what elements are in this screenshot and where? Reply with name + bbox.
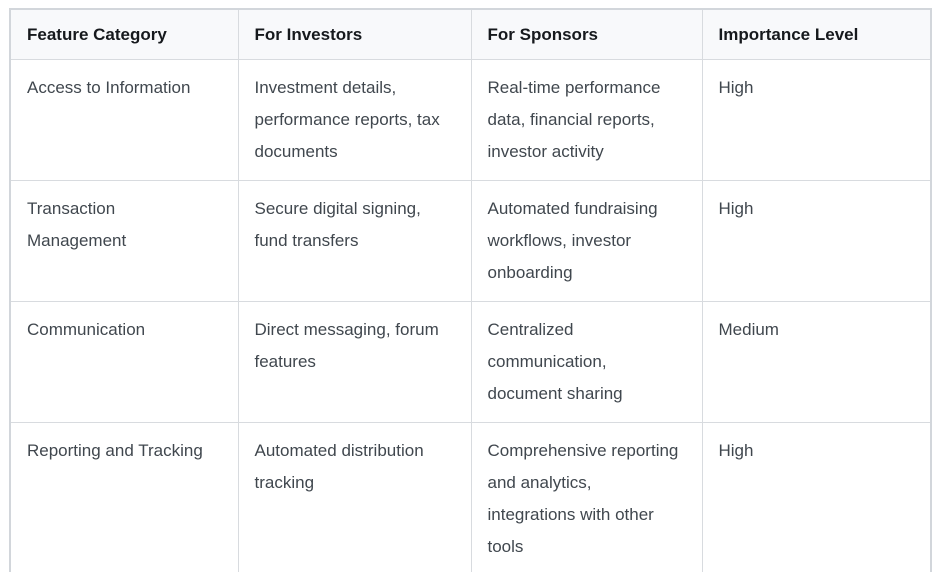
column-header-importance-level: Importance Level: [701, 8, 932, 60]
cell-for-investors: Investment details, performance reports,…: [237, 59, 472, 181]
column-header-for-investors: For Investors: [237, 8, 472, 60]
cell-importance-level: High: [701, 59, 932, 181]
cell-importance-level: High: [701, 422, 932, 572]
column-header-feature-category: Feature Category: [9, 8, 239, 60]
feature-comparison-table: Feature Category For Investors For Spons…: [9, 8, 932, 572]
cell-for-sponsors: Real-time performance data, financial re…: [470, 59, 703, 181]
header-row: Feature Category For Investors For Spons…: [9, 8, 932, 60]
table-row: Reporting and Tracking Automated distrib…: [9, 422, 932, 572]
cell-for-investors: Secure digital signing, fund transfers: [237, 180, 472, 302]
cell-importance-level: Medium: [701, 301, 932, 423]
cell-for-sponsors: Comprehensive reporting and analytics, i…: [470, 422, 703, 572]
cell-for-sponsors: Centralized communication, document shar…: [470, 301, 703, 423]
cell-for-investors: Automated distribution tracking: [237, 422, 472, 572]
cell-for-sponsors: Automated fundraising workflows, investo…: [470, 180, 703, 302]
cell-for-investors: Direct messaging, forum features: [237, 301, 472, 423]
cell-feature-category: Transaction Management: [9, 180, 239, 302]
table-row: Communication Direct messaging, forum fe…: [9, 301, 932, 423]
table-row: Transaction Management Secure digital si…: [9, 180, 932, 302]
table-row: Access to Information Investment details…: [9, 59, 932, 181]
column-header-for-sponsors: For Sponsors: [470, 8, 703, 60]
cell-importance-level: High: [701, 180, 932, 302]
cell-feature-category: Communication: [9, 301, 239, 423]
cell-feature-category: Reporting and Tracking: [9, 422, 239, 572]
cell-feature-category: Access to Information: [9, 59, 239, 181]
